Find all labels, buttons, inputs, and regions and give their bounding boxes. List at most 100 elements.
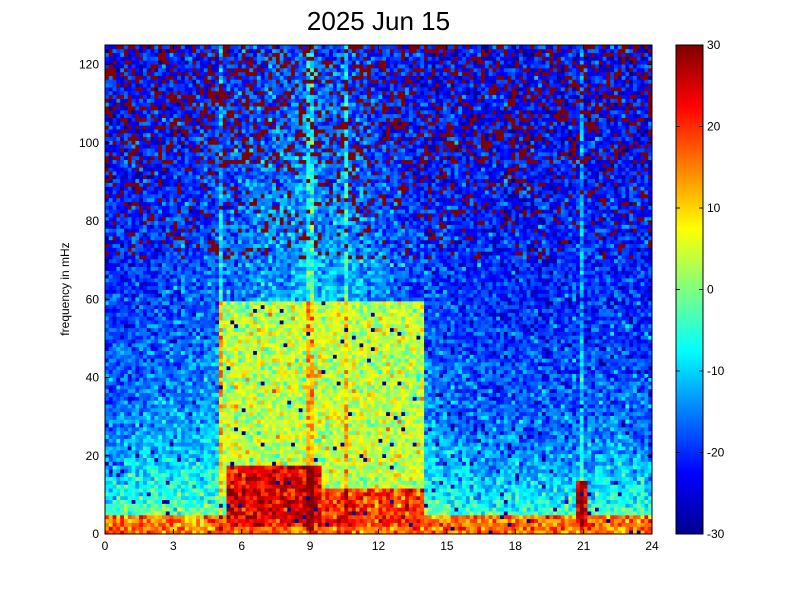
heatmap-cell (200, 148, 204, 152)
heatmap-cell (128, 106, 132, 110)
heatmap-cell (234, 442, 238, 446)
heatmap-cell (116, 309, 120, 313)
heatmap-cell (158, 496, 162, 500)
heatmap-cell (116, 358, 120, 362)
heatmap-cell (166, 293, 170, 297)
heatmap-cell (200, 442, 204, 446)
heatmap-cell (249, 76, 253, 80)
heatmap-cell (230, 137, 234, 141)
heatmap-cell (132, 465, 136, 469)
heatmap-cell (204, 171, 208, 175)
heatmap-cell (124, 362, 128, 366)
heatmap-cell (242, 305, 246, 309)
heatmap-cell (105, 98, 109, 102)
heatmap-cell (227, 339, 231, 343)
heatmap-cell (227, 381, 231, 385)
heatmap-cell (128, 121, 132, 125)
heatmap-cell (196, 217, 200, 221)
heatmap-cell (185, 247, 189, 251)
heatmap-cell (227, 255, 231, 259)
heatmap-cell (132, 404, 136, 408)
heatmap-cell (242, 374, 246, 378)
heatmap-cell (170, 221, 174, 225)
heatmap-cell (208, 118, 212, 122)
heatmap-cell (124, 110, 128, 114)
heatmap-cell (185, 156, 189, 160)
heatmap-cell (154, 244, 158, 248)
heatmap-cell (223, 60, 227, 64)
heatmap-cell (200, 370, 204, 374)
heatmap-cell (135, 183, 139, 187)
heatmap-cell (170, 446, 174, 450)
heatmap-cell (200, 205, 204, 209)
heatmap-cell (204, 83, 208, 87)
heatmap-cell (105, 312, 109, 316)
heatmap-cell (128, 446, 132, 450)
heatmap-cell (192, 484, 196, 488)
heatmap-cell (158, 362, 162, 366)
heatmap-cell (200, 282, 204, 286)
heatmap-cell (139, 209, 143, 213)
heatmap-cell (230, 320, 234, 324)
heatmap-cell (181, 163, 185, 167)
heatmap-cell (234, 156, 238, 160)
heatmap-cell (249, 267, 253, 271)
heatmap-cell (147, 213, 151, 217)
heatmap-cell (192, 320, 196, 324)
heatmap-cell (124, 133, 128, 137)
heatmap-cell (124, 427, 128, 431)
heatmap-cell (249, 141, 253, 145)
heatmap-cell (215, 481, 219, 485)
heatmap-cell (200, 419, 204, 423)
heatmap-cell (105, 484, 109, 488)
heatmap-cell (189, 396, 193, 400)
heatmap-cell (177, 121, 181, 125)
heatmap-cell (135, 72, 139, 76)
heatmap-cell (185, 469, 189, 473)
heatmap-cell (113, 221, 117, 225)
heatmap-cell (162, 228, 166, 232)
heatmap-cell (192, 255, 196, 259)
heatmap-cell (173, 465, 177, 469)
heatmap-cell (154, 358, 158, 362)
heatmap-cell (211, 179, 215, 183)
heatmap-cell (116, 217, 120, 221)
heatmap-cell (154, 332, 158, 336)
heatmap-cell (200, 60, 204, 64)
heatmap-cell (116, 316, 120, 320)
heatmap-cell (238, 320, 242, 324)
heatmap-cell (170, 267, 174, 271)
heatmap-cell (162, 267, 166, 271)
heatmap-cell (200, 347, 204, 351)
heatmap-cell (192, 332, 196, 336)
heatmap-cell (170, 251, 174, 255)
heatmap-cell (234, 274, 238, 278)
heatmap-cell (151, 339, 155, 343)
heatmap-cell (166, 110, 170, 114)
heatmap-cell (132, 526, 136, 530)
heatmap-cell (147, 320, 151, 324)
heatmap-cell (196, 95, 200, 99)
heatmap-cell (177, 171, 181, 175)
heatmap-cell (204, 129, 208, 133)
heatmap-cell (143, 72, 147, 76)
heatmap-cell (120, 282, 124, 286)
heatmap-cell (132, 374, 136, 378)
heatmap-cell (177, 328, 181, 332)
heatmap-cell (208, 194, 212, 198)
heatmap-cell (113, 293, 117, 297)
heatmap-cell (219, 351, 223, 355)
heatmap-cell (185, 98, 189, 102)
heatmap-cell (215, 110, 219, 114)
heatmap-cell (204, 290, 208, 294)
heatmap-cell (166, 438, 170, 442)
heatmap-cell (211, 175, 215, 179)
heatmap-cell (234, 412, 238, 416)
heatmap-cell (139, 121, 143, 125)
heatmap-cell (204, 270, 208, 274)
heatmap-cell (105, 358, 109, 362)
heatmap-cell (249, 64, 253, 68)
heatmap-cell (135, 473, 139, 477)
heatmap-cell (189, 259, 193, 263)
heatmap-cell (124, 282, 128, 286)
